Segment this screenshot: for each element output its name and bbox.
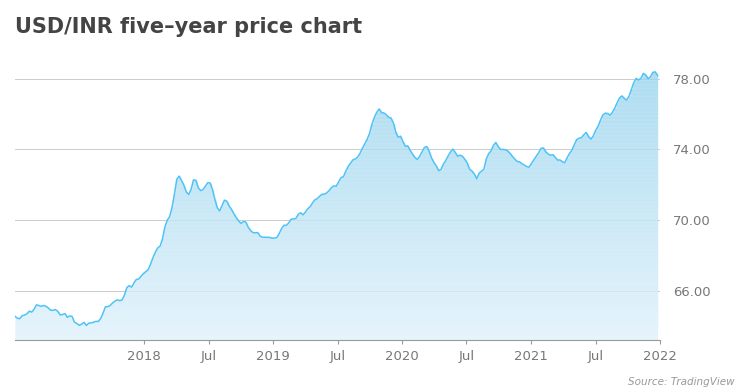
Text: Source: TradingView: Source: TradingView	[628, 377, 735, 387]
Text: USD/INR five–year price chart: USD/INR five–year price chart	[15, 17, 362, 37]
